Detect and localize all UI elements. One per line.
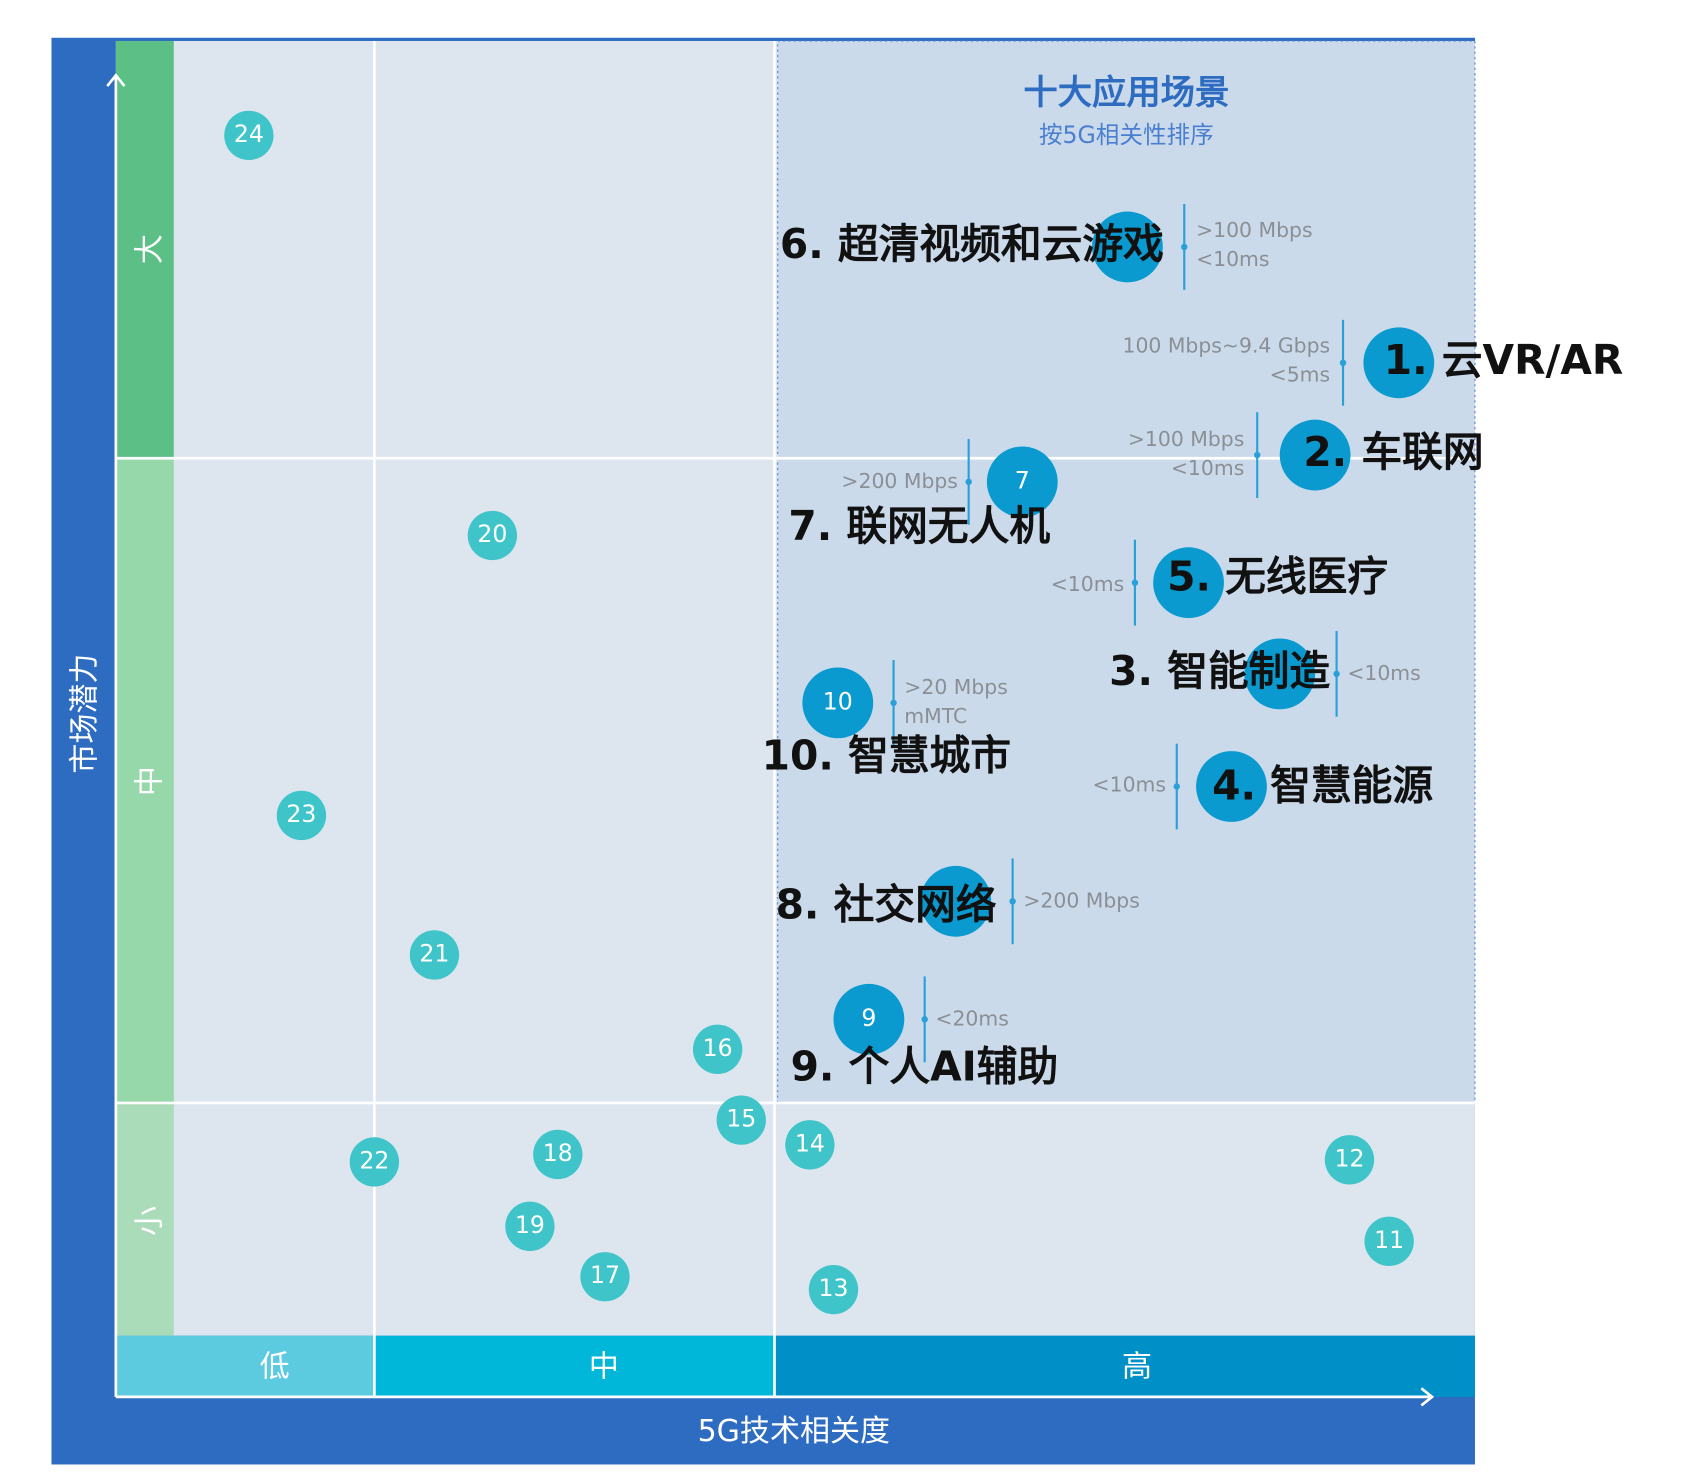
node-number: 12 <box>1334 1144 1364 1172</box>
x-level: 中 <box>589 1349 619 1384</box>
level-band <box>774 1335 1475 1397</box>
node <box>1153 547 1224 619</box>
spec: <10ms <box>1093 772 1166 796</box>
node-number: 11 <box>1374 1226 1404 1254</box>
node <box>833 983 905 1055</box>
node-label: 2. 车联网 <box>1303 428 1483 476</box>
node-number: 13 <box>818 1274 848 1302</box>
node <box>716 1095 766 1145</box>
x-level: 高 <box>1122 1349 1152 1384</box>
node <box>1364 1216 1414 1267</box>
node <box>802 667 874 739</box>
level-band <box>115 1102 174 1336</box>
node <box>224 110 274 161</box>
node-number: 19 <box>515 1211 545 1239</box>
spec: <5ms <box>1270 363 1331 387</box>
node <box>808 1264 859 1315</box>
spec: >200 Mbps <box>1023 888 1139 912</box>
node-number: 7 <box>1015 466 1030 494</box>
node-number: 21 <box>419 939 449 967</box>
spec-dot <box>1009 898 1016 905</box>
spec: >100 Mbps <box>1128 427 1244 451</box>
node <box>349 1137 400 1187</box>
node-number: 20 <box>477 520 507 548</box>
node-number: 22 <box>359 1146 389 1174</box>
spec-dot <box>1333 670 1340 678</box>
y-level: 中 <box>133 766 168 796</box>
y-axis-label: 市场潜力 <box>67 654 102 774</box>
spec-dot <box>1339 359 1347 367</box>
node <box>1244 638 1316 710</box>
node-label: 1. 云VR/AR <box>1384 336 1624 384</box>
node <box>785 1120 835 1170</box>
node-label: 6. 超清视频和云游戏 <box>780 220 1164 268</box>
spec: 100 Mbps~9.4 Gbps <box>1122 334 1330 358</box>
node <box>920 865 992 937</box>
node <box>692 1024 743 1075</box>
node <box>276 790 327 841</box>
node-label: 7. 联网无人机 <box>788 502 1050 550</box>
node-number: 15 <box>726 1105 756 1133</box>
node <box>1279 419 1351 491</box>
y-level: 大 <box>133 234 168 264</box>
spec: <10ms <box>1196 247 1269 271</box>
node <box>1324 1135 1375 1185</box>
level-band <box>115 458 174 1103</box>
title: 十大应用场景 <box>1023 73 1229 113</box>
node <box>505 1201 555 1251</box>
spec-dot <box>965 478 972 486</box>
node-number: 24 <box>234 120 264 148</box>
node-number: 14 <box>795 1129 825 1157</box>
node <box>580 1252 630 1302</box>
spec-dot <box>1181 243 1188 251</box>
node-label: 9. 个人AI辅助 <box>791 1043 1059 1091</box>
node <box>409 930 460 980</box>
spec: <10ms <box>1347 661 1420 685</box>
spec-dot <box>1131 579 1139 586</box>
node-number: 18 <box>543 1139 573 1167</box>
spec: >200 Mbps <box>841 469 958 493</box>
node-number: 23 <box>286 800 316 828</box>
subtitle: 按5G相关性排序 <box>1039 121 1214 149</box>
node <box>1092 211 1163 283</box>
node <box>986 446 1058 518</box>
node-number: 17 <box>590 1261 620 1289</box>
spec: mMTC <box>904 704 967 728</box>
node-label: 4. 智慧能源 <box>1212 762 1433 810</box>
node-number: 16 <box>703 1034 733 1062</box>
spec-dot <box>1253 451 1261 459</box>
spec: <10ms <box>1171 456 1244 480</box>
level-band <box>374 1335 775 1397</box>
spec-dot <box>921 1016 928 1023</box>
node-label: 8. 社交网络 <box>776 881 997 929</box>
spec-dot <box>890 699 897 707</box>
x-level: 低 <box>260 1349 290 1384</box>
spec-dot <box>1173 783 1180 790</box>
y-level: 小 <box>133 1206 168 1236</box>
node-label: 10. 智慧城市 <box>762 732 1011 780</box>
node-label: 3. 智能制造 <box>1109 647 1330 695</box>
node <box>1196 751 1267 822</box>
spec: >100 Mbps <box>1196 218 1313 242</box>
node-number: 9 <box>861 1004 876 1032</box>
node <box>533 1129 583 1180</box>
x-axis-label: 5G技术相关度 <box>698 1414 890 1449</box>
node-number: 10 <box>823 687 853 715</box>
spec: >20 Mbps <box>904 675 1008 699</box>
node <box>467 510 518 561</box>
node-label: 5. 无线医疗 <box>1167 552 1388 600</box>
level-band <box>115 40 174 459</box>
node <box>1363 327 1435 399</box>
spec: <20ms <box>935 1006 1008 1030</box>
level-band <box>115 1335 375 1397</box>
spec: <10ms <box>1051 572 1124 596</box>
